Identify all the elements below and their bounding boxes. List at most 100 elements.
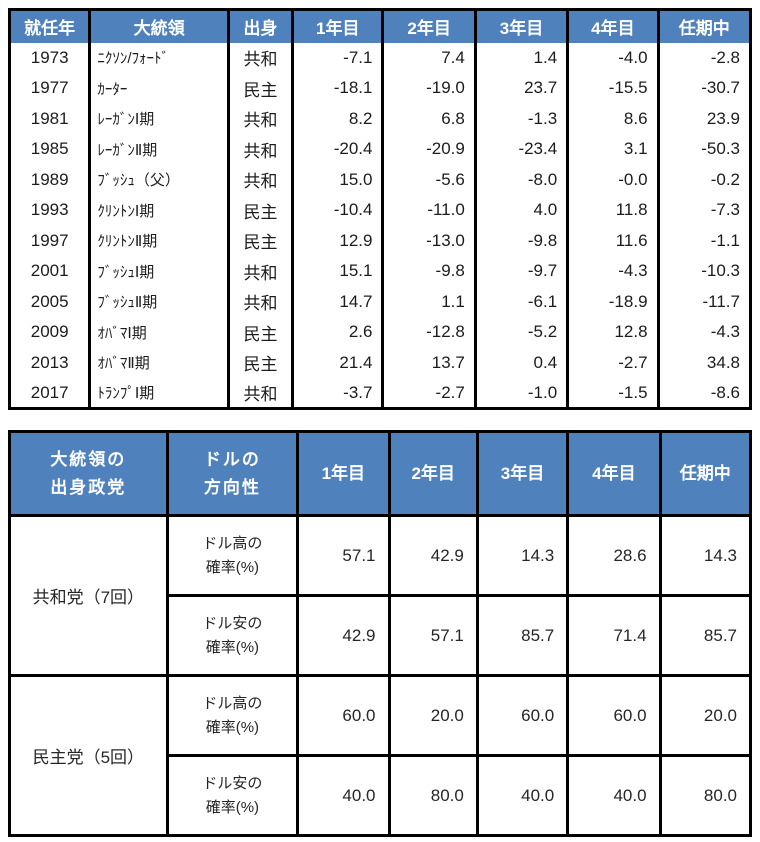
probability-cell: 42.9 [387, 514, 479, 597]
column-header: 4年目 [566, 9, 660, 43]
presidents-table-header: 就任年 大統領 出身 1年目 2年目 3年目 4年目 任期中 [7, 9, 753, 43]
column-header: 3年目 [475, 430, 570, 517]
table-row: 共和党（7回） ドル高の 確率(%) 57.1 42.9 14.3 28.6 14.3 [8, 514, 753, 677]
probability-cell: 14.3 [658, 514, 753, 597]
value-cell: -6.1 [473, 286, 570, 317]
value-cell: 12.8 [566, 317, 660, 348]
party-cell: 民主 [226, 195, 295, 226]
value-cell: -10.3 [656, 256, 753, 287]
probability-cell: 20.0 [387, 674, 479, 757]
probability-cell: 60.0 [566, 674, 662, 757]
header-row: 大統領の 出身政党 ドルの 方向性 1年目 2年目 3年目 4年目 任期中 [8, 430, 753, 517]
table-row: 2001 ﾌﾞｯｼｭⅠ期 共和 15.1 -9.8 -9.7 -4.3 -10.3 [7, 256, 753, 287]
value-cell: -12.8 [381, 317, 477, 348]
value-cell: 11.8 [566, 195, 660, 226]
value-cell: 21.4 [291, 347, 385, 378]
value-cell: 13.7 [381, 347, 477, 378]
president-cell: ｸﾘﾝﾄﾝⅡ期 [88, 225, 230, 256]
party-cell: 共和 [226, 256, 295, 287]
year-cell: 2017 [7, 378, 92, 409]
value-cell: -3.7 [291, 378, 385, 409]
president-cell: ﾌﾞｯｼｭⅡ期 [88, 286, 230, 317]
value-cell: -11.0 [381, 195, 477, 226]
value-cell: 6.8 [381, 103, 477, 134]
value-cell: 15.1 [291, 256, 385, 287]
value-cell: -2.7 [381, 378, 477, 409]
value-cell: -7.3 [656, 195, 753, 226]
table-row: ドル安の 確率(%) 42.9 57.1 85.7 71.4 85.7 [10, 594, 753, 677]
probability-cell: 14.3 [475, 514, 570, 597]
probability-cell: 28.6 [566, 514, 662, 597]
column-header: 1年目 [296, 430, 391, 517]
probability-table-body: 共和党（7回） ドル高の 確率(%) 57.1 42.9 14.3 28.6 14.3 ドル安… [8, 514, 753, 837]
probability-cell: 42.9 [296, 594, 391, 677]
value-cell: -50.3 [656, 134, 753, 165]
value-cell: -11.7 [656, 286, 753, 317]
column-header: 大統領 [88, 9, 230, 43]
presidents-returns-table: 就任年 大統領 出身 1年目 2年目 3年目 4年目 任期中 1973 ﾆｸｿﾝ/ﾌｫｰﾄﾞ 共和… [7, 8, 753, 410]
table-row: 1993 ｸﾘﾝﾄﾝⅠ期 民主 -10.4 -11.0 4.0 11.8 -7.3 [7, 195, 753, 226]
direction-cell: ドル安の 確率(%) [165, 594, 300, 677]
value-cell: 0.4 [473, 347, 570, 378]
value-cell: 34.8 [656, 347, 753, 378]
dollar-probability-table: 大統領の 出身政党 ドルの 方向性 1年目 2年目 3年目 4年目 任期中 共和党（7回）ド… [8, 430, 753, 837]
value-cell: -1.3 [473, 103, 570, 134]
table-row: 1989 ﾌﾞｯｼｭ（父） 共和 15.0 -5.6 -8.0 -0.0 -0.2 [7, 164, 753, 195]
column-header: 2年目 [381, 9, 477, 43]
value-cell: -2.8 [656, 42, 753, 73]
year-cell: 1985 [7, 134, 92, 165]
probability-cell: 40.0 [475, 754, 570, 837]
president-cell: ｸﾘﾝﾄﾝⅠ期 [88, 195, 230, 226]
column-header: 3年目 [473, 9, 570, 43]
value-cell: -15.5 [566, 73, 660, 104]
year-cell: 1989 [7, 164, 92, 195]
value-cell: 11.6 [566, 225, 660, 256]
party-cell: 共和 [226, 378, 295, 409]
value-cell: -9.8 [473, 225, 570, 256]
party-cell: 民主 [226, 347, 295, 378]
party-cell: 民主 [226, 225, 295, 256]
president-cell: ｶｰﾀｰ [88, 73, 230, 104]
value-cell: -5.6 [381, 164, 477, 195]
probability-cell: 60.0 [475, 674, 570, 757]
probability-table-header: 大統領の 出身政党 ドルの 方向性 1年目 2年目 3年目 4年目 任期中 [8, 430, 753, 517]
table-row: 1997 ｸﾘﾝﾄﾝⅡ期 民主 12.9 -13.0 -9.8 11.6 -1.1 [7, 225, 753, 256]
probability-cell: 71.4 [566, 594, 662, 677]
column-header: 任期中 [658, 430, 753, 517]
year-cell: 1997 [7, 225, 92, 256]
probability-cell: 57.1 [387, 594, 479, 677]
column-header: 大統領の 出身政党 [8, 430, 169, 517]
value-cell: -18.1 [291, 73, 385, 104]
table-row: 2013 ｵﾊﾞﾏⅡ期 民主 21.4 13.7 0.4 -2.7 34.8 [7, 347, 753, 378]
president-cell: ｵﾊﾞﾏⅠ期 [88, 317, 230, 348]
party-cell: 共和 [226, 103, 295, 134]
value-cell: 8.6 [566, 103, 660, 134]
value-cell: -2.7 [566, 347, 660, 378]
column-header: ドルの 方向性 [165, 430, 300, 517]
year-cell: 2013 [7, 347, 92, 378]
table-row: 1985 ﾚｰｶﾞﾝⅡ期 共和 -20.4 -20.9 -23.4 3.1 -50.3 [7, 134, 753, 165]
value-cell: -9.8 [381, 256, 477, 287]
party-cell: 共和 [226, 286, 295, 317]
column-header: 就任年 [7, 9, 92, 43]
value-cell: -13.0 [381, 225, 477, 256]
value-cell: -1.1 [656, 225, 753, 256]
value-cell: -7.1 [291, 42, 385, 73]
probability-cell: 80.0 [658, 754, 753, 837]
direction-cell: ドル高の 確率(%) [165, 674, 300, 757]
value-cell: -1.0 [473, 378, 570, 409]
value-cell: -19.0 [381, 73, 477, 104]
year-cell: 1977 [7, 73, 92, 104]
header-row: 就任年 大統領 出身 1年目 2年目 3年目 4年目 任期中 [7, 9, 753, 43]
value-cell: 15.0 [291, 164, 385, 195]
party-cell: 共和 [226, 134, 295, 165]
column-header: 任期中 [656, 9, 753, 43]
value-cell: -0.2 [656, 164, 753, 195]
party-cell: 民主 [226, 317, 295, 348]
year-cell: 1981 [7, 103, 92, 134]
column-header: 出身 [226, 9, 295, 43]
value-cell: -8.0 [473, 164, 570, 195]
party-cell: 民主 [226, 73, 295, 104]
direction-cell: ドル安の 確率(%) [165, 754, 300, 837]
